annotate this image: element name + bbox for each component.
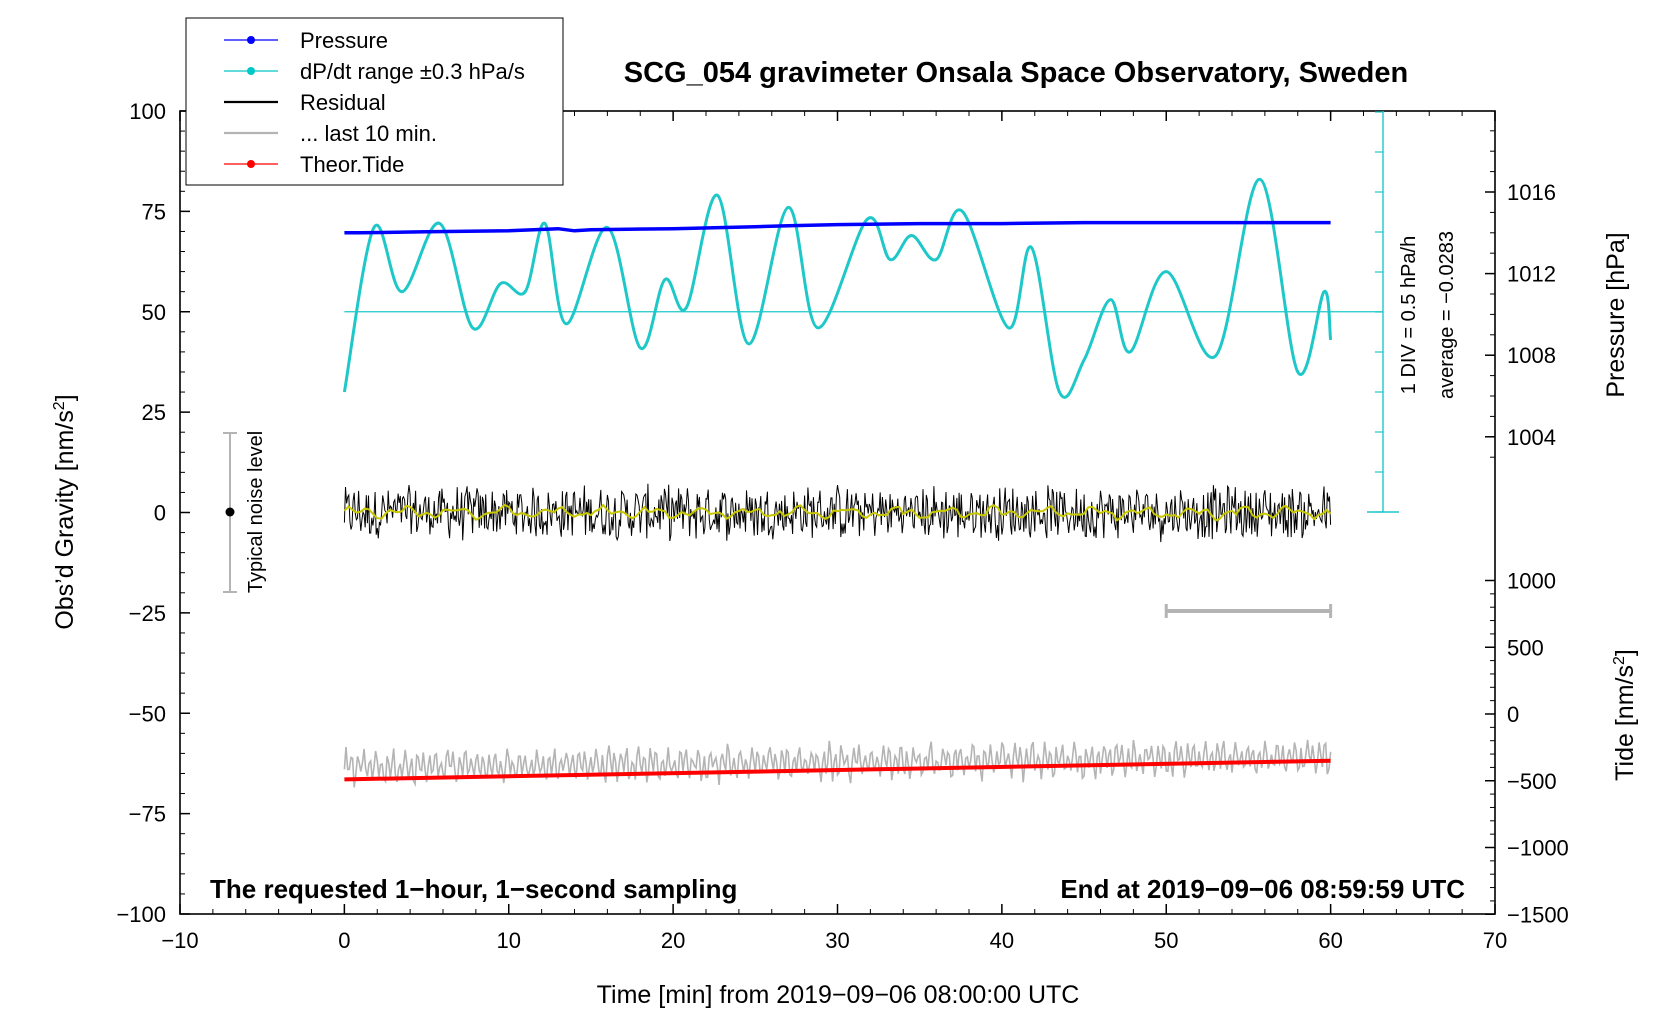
residual-line [343, 483, 1332, 543]
x-tick-label: 20 [661, 928, 685, 953]
pressure-tick-label: 1012 [1507, 262, 1556, 287]
pressure-tick-label: 1008 [1507, 343, 1556, 368]
y-tick-label: −100 [116, 902, 166, 927]
legend-label: Theor.Tide [300, 152, 404, 177]
y-tick-label: 0 [154, 501, 166, 526]
y-tick-label: 25 [142, 400, 166, 425]
x-tick-label: 50 [1154, 928, 1178, 953]
x-tick-label: 0 [338, 928, 350, 953]
noise-dot [225, 507, 235, 517]
y-axis-title-tide-sup: 2 [1611, 656, 1628, 665]
legend-item: Theor.Tide [224, 152, 404, 177]
y-tick-label: 100 [129, 99, 166, 124]
y-axis-title-left: Obs’d Gravity [nm/s2] [51, 394, 79, 629]
chart-title: SCG_054 gravimeter Onsala Space Observat… [624, 57, 1408, 89]
tide-tick-label: 500 [1507, 635, 1544, 660]
tide-tick-label: −500 [1507, 769, 1557, 794]
residual-mean-line [343, 503, 1332, 522]
axis-ticks: −10 0 10 20 30 40 50 60 701007550250−25−50−75−10… [116, 99, 1568, 953]
y-tick-label: 75 [142, 199, 166, 224]
legend-swatch-marker [247, 36, 255, 44]
tide-tick-label: 1000 [1507, 569, 1556, 594]
legend-item: Pressure [224, 28, 388, 53]
legend-label: dP/dt range ±0.3 hPa/s [300, 59, 525, 84]
y-axis-title-left-main: Obs’d Gravity [nm/s [51, 410, 79, 630]
legend-items: Pressure dP/dt range ±0.3 hPa/s Residual..… [224, 28, 525, 177]
x-tick-label: 10 [497, 928, 521, 953]
y-axis-title-tide: Tide [nm/s2] [1611, 649, 1639, 781]
legend-item: ... last 10 min. [224, 121, 437, 146]
pressure-line [344, 220, 1331, 235]
y-tick-label: −25 [129, 601, 166, 626]
x-tick-label: 30 [825, 928, 849, 953]
legend-swatch-marker [247, 160, 255, 168]
noise-level-indicator: Typical noise level [223, 431, 267, 593]
last10-line [343, 739, 1332, 788]
pressure-tick-label: 1016 [1507, 180, 1556, 205]
series-layer [342, 111, 1399, 788]
y-tick-label: −75 [129, 802, 166, 827]
x-tick-label: 40 [990, 928, 1014, 953]
legend-label: ... last 10 min. [300, 121, 437, 146]
tide-line [344, 758, 1331, 782]
x-tick-label: −10 [161, 928, 198, 953]
y-tick-label: 50 [142, 300, 166, 325]
note-left: The requested 1−hour, 1−second sampling [210, 874, 737, 904]
y-axis-title-tide-main: Tide [nm/s [1611, 665, 1639, 781]
scale-label: 1 DIV = 0.5 hPa/h [1398, 236, 1420, 394]
legend-item: dP/dt range ±0.3 hPa/s [224, 59, 525, 84]
legend-swatch-marker [247, 67, 255, 75]
tide-tick-label: −1500 [1507, 902, 1569, 927]
legend-label: Residual [300, 90, 386, 115]
y-axis-title-left-end: ] [51, 394, 79, 401]
noise-label: Typical noise level [245, 431, 267, 593]
y-axis-title-tide-end: ] [1611, 649, 1639, 656]
x-tick-label: 70 [1483, 928, 1507, 953]
x-tick-label: 60 [1318, 928, 1342, 953]
average-label: average = −0.0283 [1436, 231, 1458, 399]
x-axis-title: Time [min] from 2019−09−06 08:00:00 UTC [597, 981, 1080, 1009]
tide-tick-label: 0 [1507, 702, 1519, 727]
legend-item: Residual [224, 90, 386, 115]
legend: Pressure dP/dt range ±0.3 hPa/s Residual..… [185, 17, 564, 186]
pressure-tick-label: 1004 [1507, 425, 1556, 450]
y-axis-title-pressure: Pressure [hPa] [1602, 232, 1630, 397]
note-right: End at 2019−09−06 08:59:59 UTC [1060, 874, 1465, 904]
y-axis-title-left-sup: 2 [51, 401, 68, 410]
y-tick-label: −50 [129, 701, 166, 726]
tide-tick-label: −1000 [1507, 836, 1569, 861]
dpdt-line [342, 177, 1333, 399]
legend-label: Pressure [300, 28, 388, 53]
